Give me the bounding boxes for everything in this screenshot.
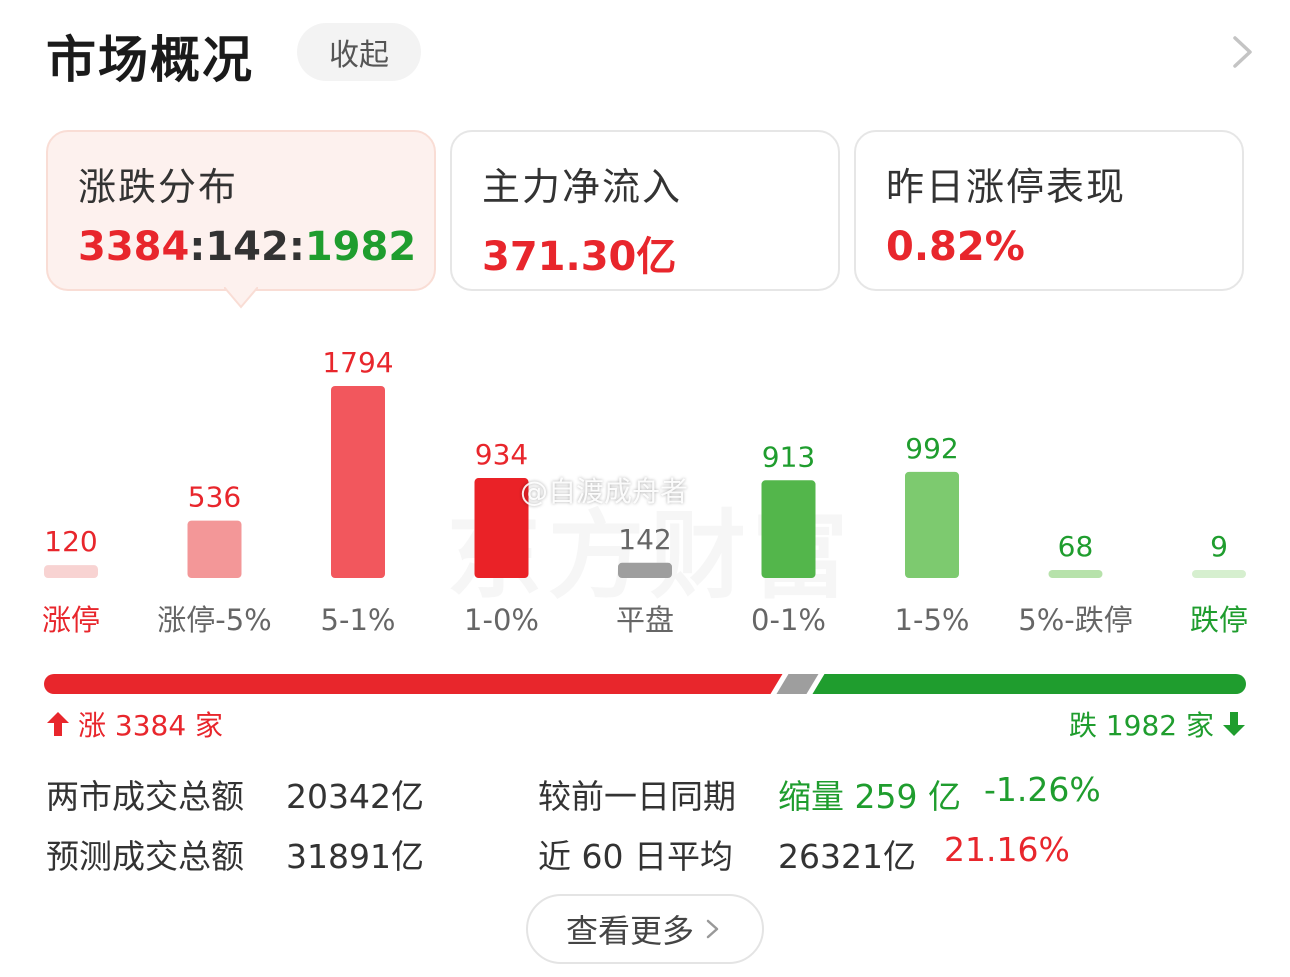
- total-volume-label: 两市成交总额: [46, 777, 244, 816]
- forecast-label: 预测成交总额: [46, 837, 244, 876]
- down-count: 1982: [304, 224, 417, 270]
- bar-5: [761, 480, 816, 578]
- card-distribution-value: 3384:142:1982: [78, 224, 416, 270]
- bar-value-label: 68: [1058, 530, 1094, 563]
- bar-value-label: 536: [188, 481, 241, 514]
- category-label: 涨停-5%: [157, 603, 271, 637]
- bar-0: [44, 565, 98, 578]
- card-main-inflow-value: 371.30亿: [482, 234, 677, 280]
- chevron-right-icon[interactable]: [1230, 34, 1256, 70]
- distribution-chart: 120 涨停 536 涨停-5% 1794 5-1% 934 1-0% 142 平盘 913 0-1%…: [42, 346, 1248, 637]
- bar-value-label: 120: [44, 525, 97, 558]
- down-count-text: 跌 1982 家: [1068, 709, 1214, 742]
- down-count-label: 跌 1982 家: [1069, 704, 1246, 744]
- header: 市场概况 收起: [0, 0, 1290, 110]
- bar-3: [474, 478, 529, 578]
- card-distribution-label: 涨跌分布: [78, 165, 239, 209]
- up-count-label: 涨 3384 家: [46, 704, 223, 744]
- total-volume-value: 20342亿: [286, 777, 424, 816]
- up-down-ratio-bar: [44, 674, 1246, 694]
- compare-label: 较前一日同期: [538, 777, 736, 816]
- bar-value-label: 913: [762, 440, 815, 473]
- card-limit-up-performance[interactable]: 昨日涨停表现 0.82%: [854, 130, 1244, 291]
- view-more-label: 查看更多: [565, 912, 694, 950]
- arrow-down-icon: [1223, 712, 1245, 736]
- avg60-label: 近 60 日平均: [538, 837, 733, 876]
- bar-2: [331, 386, 385, 578]
- watermark-text: @自渡成舟者: [520, 475, 689, 508]
- flat-count: 142: [205, 224, 289, 270]
- bar-6: [905, 471, 959, 578]
- card-pointer: [224, 287, 258, 309]
- page-title: 市场概况: [46, 31, 254, 89]
- bar-value-label: 934: [475, 438, 528, 471]
- up-count-text: 涨 3384 家: [78, 709, 224, 742]
- category-label: 5-1%: [321, 603, 396, 637]
- avg60-pct: 21.16%: [944, 830, 1070, 869]
- chevron-right-icon: [706, 919, 719, 939]
- category-label: 跌停: [1190, 603, 1248, 637]
- view-more-button[interactable]: 查看更多: [526, 894, 764, 964]
- compare-change: 缩量 259 亿: [778, 777, 961, 816]
- card-distribution[interactable]: 涨跌分布 3384:142:1982: [46, 130, 436, 291]
- collapse-button[interactable]: 收起: [297, 23, 421, 81]
- compare-pct: -1.26%: [984, 770, 1101, 809]
- bar-1: [187, 520, 242, 578]
- bar-7: [1048, 570, 1103, 578]
- separator: :: [288, 224, 305, 270]
- card-limit-up-value: 0.82%: [886, 224, 1025, 270]
- separator: :: [189, 224, 206, 270]
- ratio-flat-segment: [776, 674, 819, 694]
- category-label: 平盘: [616, 603, 674, 637]
- bar-value-label: 9: [1210, 530, 1228, 563]
- avg60-value: 26321亿: [778, 837, 916, 876]
- ratio-up-segment: [44, 674, 783, 694]
- category-label: 5%-跌停: [1018, 603, 1132, 637]
- category-label: 0-1%: [751, 603, 826, 637]
- bar-value-label: 1794: [322, 346, 393, 379]
- bar-value-label: 992: [905, 432, 958, 465]
- forecast-value: 31891亿: [286, 837, 424, 876]
- category-label: 1-0%: [464, 603, 539, 637]
- card-main-inflow-label: 主力净流入: [482, 165, 683, 209]
- card-main-inflow[interactable]: 主力净流入 371.30亿: [450, 130, 840, 291]
- bar-value-label: 142: [618, 523, 671, 556]
- up-count: 3384: [78, 224, 190, 270]
- bar-4: [618, 562, 672, 578]
- bar-8: [1192, 570, 1246, 578]
- category-label: 1-5%: [895, 603, 970, 637]
- ratio-down-segment: [812, 674, 1246, 694]
- arrow-up-icon: [47, 712, 69, 736]
- card-limit-up-label: 昨日涨停表现: [886, 165, 1127, 209]
- category-label: 涨停: [42, 603, 100, 637]
